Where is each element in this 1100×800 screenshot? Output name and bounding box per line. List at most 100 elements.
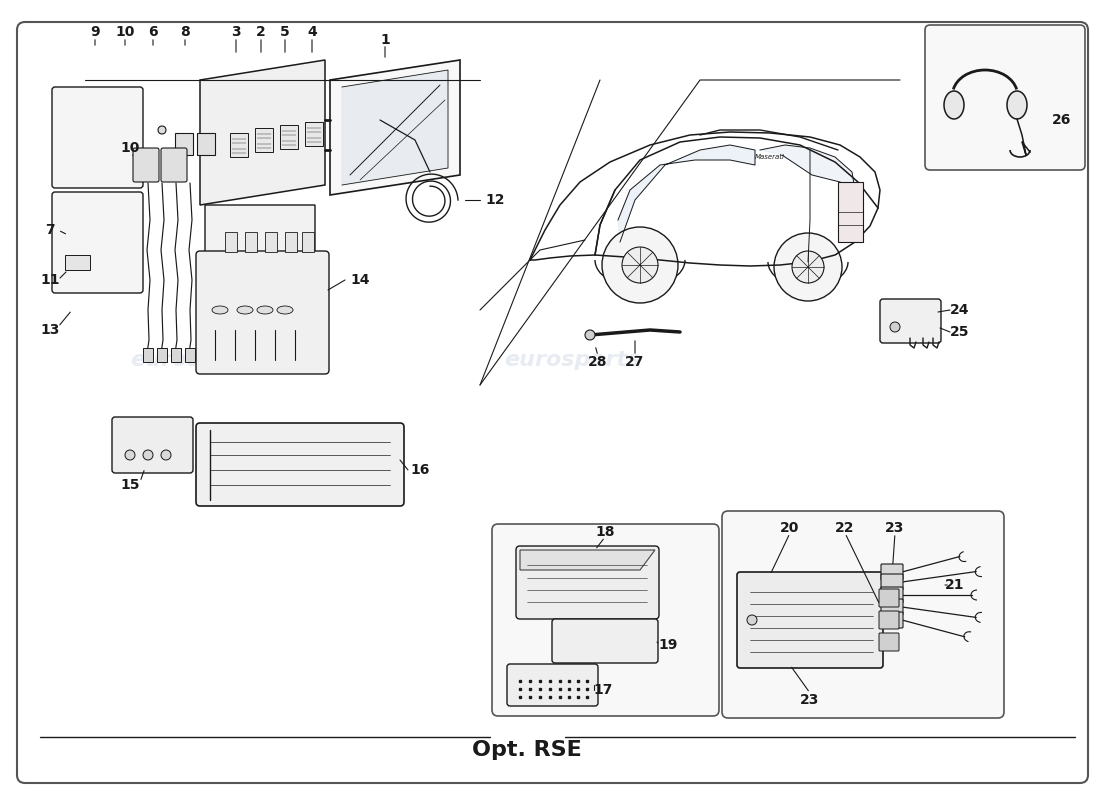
Bar [302,232,313,252]
Circle shape [747,615,757,625]
Circle shape [143,450,153,460]
Bar [170,348,182,362]
Bar [65,255,90,270]
Bar [255,128,273,152]
FancyBboxPatch shape [161,148,187,182]
Text: 27: 27 [625,355,645,369]
FancyBboxPatch shape [552,619,658,663]
Text: eurosparts: eurosparts [130,350,266,370]
Polygon shape [520,550,654,570]
FancyBboxPatch shape [879,633,899,651]
Circle shape [602,227,678,303]
Text: eurosparts: eurosparts [504,614,640,634]
Ellipse shape [236,306,253,314]
Text: 5: 5 [280,25,290,39]
Circle shape [585,330,595,340]
Polygon shape [200,60,324,205]
Text: Maserati: Maserati [755,154,785,160]
FancyBboxPatch shape [881,599,903,615]
Bar [157,348,167,362]
FancyBboxPatch shape [492,524,719,716]
Text: 11: 11 [41,273,59,287]
Text: 2: 2 [256,25,266,39]
FancyBboxPatch shape [881,574,903,590]
Text: 13: 13 [41,323,59,337]
Bar [230,133,248,157]
Text: 26: 26 [1053,113,1071,127]
Circle shape [158,126,166,134]
Ellipse shape [1006,91,1027,119]
Text: 24: 24 [950,303,970,317]
Bar [285,232,297,252]
FancyBboxPatch shape [133,148,160,182]
Text: 25: 25 [950,325,970,339]
Bar [226,232,236,252]
FancyBboxPatch shape [925,25,1085,170]
Circle shape [161,450,170,460]
Ellipse shape [277,306,293,314]
Text: 1: 1 [381,33,389,47]
Polygon shape [760,145,855,190]
Text: 8: 8 [180,25,190,39]
FancyBboxPatch shape [881,612,903,628]
Text: 23: 23 [801,693,820,707]
Text: 23: 23 [886,521,904,535]
Text: 10: 10 [116,25,134,39]
Text: 28: 28 [588,355,607,369]
Bar [305,122,323,146]
Polygon shape [342,70,448,185]
Text: 12: 12 [485,193,505,207]
FancyBboxPatch shape [507,664,598,706]
FancyBboxPatch shape [112,417,192,473]
Bar [280,125,298,149]
Text: 4: 4 [307,25,317,39]
Text: 20: 20 [780,521,800,535]
Bar [197,133,215,155]
Text: 22: 22 [835,521,855,535]
Text: eurosparts: eurosparts [834,614,970,634]
Bar [185,348,195,362]
FancyBboxPatch shape [196,423,404,506]
Polygon shape [618,145,755,242]
Text: 14: 14 [350,273,370,287]
Text: 10: 10 [120,141,140,155]
Text: 6: 6 [148,25,157,39]
Text: 3: 3 [231,25,241,39]
Polygon shape [205,205,315,285]
Text: 21: 21 [945,578,965,592]
FancyBboxPatch shape [881,564,903,580]
Text: 15: 15 [120,478,140,492]
Text: 19: 19 [658,638,678,652]
Ellipse shape [257,306,273,314]
Bar [265,232,277,252]
FancyBboxPatch shape [722,511,1004,718]
FancyBboxPatch shape [879,589,899,607]
Text: eurosparts: eurosparts [504,350,640,370]
Text: 17: 17 [593,683,613,697]
Bar [838,182,864,242]
FancyBboxPatch shape [16,22,1088,783]
FancyBboxPatch shape [52,87,143,188]
Circle shape [792,251,824,283]
Bar [175,133,192,155]
Text: 7: 7 [45,223,55,237]
Text: 9: 9 [90,25,100,39]
Circle shape [890,322,900,332]
FancyBboxPatch shape [879,611,899,629]
Polygon shape [330,60,460,195]
Text: 16: 16 [410,463,430,477]
Text: 18: 18 [595,525,615,539]
Circle shape [125,450,135,460]
FancyBboxPatch shape [737,572,883,668]
Circle shape [621,247,658,283]
Ellipse shape [944,91,964,119]
Bar [143,348,153,362]
Circle shape [774,233,842,301]
FancyBboxPatch shape [881,587,903,603]
FancyBboxPatch shape [196,251,329,374]
FancyBboxPatch shape [52,192,143,293]
Text: Opt. RSE: Opt. RSE [472,740,582,760]
Bar [245,232,257,252]
Ellipse shape [212,306,228,314]
FancyBboxPatch shape [880,299,940,343]
